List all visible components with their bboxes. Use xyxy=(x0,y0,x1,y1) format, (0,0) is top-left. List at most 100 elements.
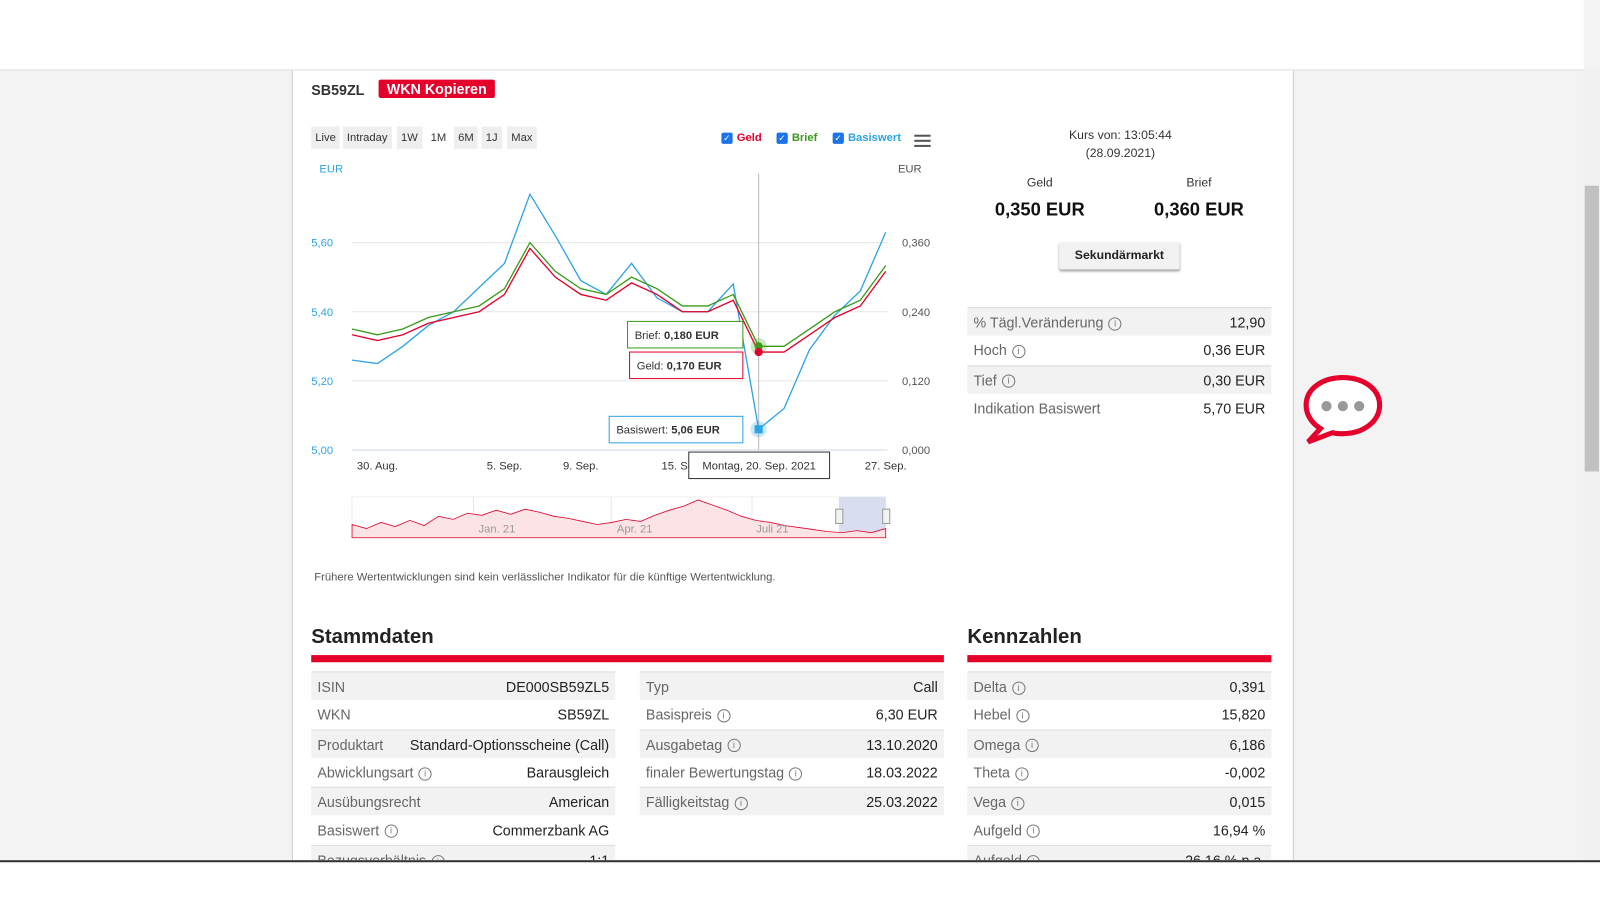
range-button[interactable]: 1J xyxy=(481,126,502,149)
info-icon[interactable]: i xyxy=(384,824,398,839)
table-row: Basiswert i Commerzbank AG xyxy=(311,816,615,845)
navigator-label: Apr. 21 xyxy=(617,524,653,536)
tooltip-label: Brief: xyxy=(635,330,661,342)
hover-marker xyxy=(754,342,763,351)
row-label: % Tägl.Veränderung i xyxy=(973,314,1122,331)
row-value: Call xyxy=(913,678,938,695)
tooltip-text: Basiswert: 5,06 EUR xyxy=(616,425,720,437)
ask-price: 0,360 EUR xyxy=(1154,198,1244,220)
tooltip-box xyxy=(608,415,744,444)
line-series xyxy=(351,241,887,347)
table-row: Produktart Standard-Optionsscheine (Call) xyxy=(311,729,616,758)
line-series xyxy=(351,192,887,431)
y2-tick-label: 0,120 xyxy=(902,376,930,388)
row-value: 5,70 EUR xyxy=(1203,399,1266,417)
row-label: finaler Bewertungstag i xyxy=(646,764,803,780)
row-label: Typ xyxy=(645,678,669,695)
menu-icon[interactable] xyxy=(914,134,931,147)
bid-label: Geld xyxy=(1026,175,1053,190)
info-icon[interactable]: i xyxy=(1001,374,1016,389)
row-label: Theta i xyxy=(973,764,1029,781)
copy-button[interactable]: WKN Kopieren xyxy=(378,79,495,98)
row-label: Hoch i xyxy=(973,342,1026,359)
info-icon[interactable]: i xyxy=(727,739,741,753)
legend-checkbox[interactable]: ✓ xyxy=(832,132,844,144)
table-row: Typ Call xyxy=(639,671,944,700)
navigator-label: Juli 21 xyxy=(756,524,788,536)
info-icon[interactable]: i xyxy=(1108,317,1122,331)
row-value: 13.10.2020 xyxy=(866,736,938,753)
row-label: ISIN xyxy=(317,678,346,695)
range-button[interactable]: 6M xyxy=(454,126,478,149)
tooltip-value: 0,170 EUR xyxy=(667,360,722,372)
y-tick-label: 5,40 xyxy=(311,307,333,319)
tooltip-text: Brief: 0,180 EUR xyxy=(635,330,719,342)
y2-tick-label: 0,240 xyxy=(902,307,930,319)
legend-label[interactable]: Basiswert xyxy=(847,131,901,144)
table-row: Ausübungsrecht American xyxy=(311,786,616,816)
range-button[interactable]: 1W xyxy=(396,126,422,149)
scrollbar-thumb[interactable] xyxy=(1584,185,1599,472)
line-series xyxy=(351,247,887,353)
row-value: DE000SB59ZL5 xyxy=(505,678,610,695)
chat-icon[interactable] xyxy=(1302,372,1384,449)
bid-price: 0,350 EUR xyxy=(994,198,1085,220)
info-icon[interactable]: i xyxy=(716,709,731,723)
info-icon[interactable]: i xyxy=(734,796,748,811)
y-tick-label: 5,00 xyxy=(311,445,333,457)
range-button[interactable]: Max xyxy=(507,126,537,149)
row-value: 0,30 EUR xyxy=(1203,372,1266,389)
table-row: ISIN DE000SB59ZL5 xyxy=(311,671,616,700)
row-value: 0,015 xyxy=(1229,794,1266,811)
section-title: Kennzahlen xyxy=(967,625,1082,648)
row-value: 16,94 % xyxy=(1212,821,1266,839)
y2-tick-label: 0,360 xyxy=(902,238,930,250)
range-button[interactable]: 1M xyxy=(426,126,451,149)
bottom-bar xyxy=(0,860,1600,900)
secondary-market-button[interactable]: Sekundärmarkt xyxy=(1059,241,1180,270)
legend-checkbox[interactable]: ✓ xyxy=(776,132,788,144)
row-value: Commerzbank AG xyxy=(492,821,610,839)
row-label: WKN xyxy=(317,706,351,723)
row-value: 15,820 xyxy=(1221,706,1266,723)
row-value: American xyxy=(548,794,610,811)
tooltip-box xyxy=(627,320,744,349)
ask-label: Brief xyxy=(1186,175,1212,190)
table-row: Vega i 0,015 xyxy=(967,786,1272,816)
y2-axis-unit: EUR xyxy=(898,163,922,175)
info-icon[interactable]: i xyxy=(789,767,803,781)
range-button[interactable]: Intraday xyxy=(342,126,392,149)
table-row: Tief i 0,30 EUR xyxy=(967,364,1272,394)
info-icon[interactable]: i xyxy=(1015,767,1029,781)
info-icon[interactable]: i xyxy=(1027,824,1041,839)
info-icon[interactable]: i xyxy=(1011,796,1025,811)
disclaimer: Frühere Wertentwicklungen sind kein verl… xyxy=(314,571,776,584)
info-icon[interactable]: i xyxy=(1025,739,1039,753)
table-row: Hoch i 0,36 EUR xyxy=(967,336,1271,365)
legend-checkbox[interactable]: ✓ xyxy=(721,132,733,144)
table-row: Omega i 6,186 xyxy=(967,729,1272,758)
table-row: Ausgabetag i 13.10.2020 xyxy=(639,729,944,758)
y-axis-unit: EUR xyxy=(319,163,343,175)
tooltip-value: 0,180 EUR xyxy=(664,330,719,342)
row-label: Abwicklungsart i xyxy=(317,764,432,781)
legend-label[interactable]: Geld xyxy=(736,131,762,144)
tooltip-text: Geld: 0,170 EUR xyxy=(637,360,722,372)
row-label: Ausgabetag i xyxy=(646,736,741,753)
range-button[interactable]: Live xyxy=(311,126,340,149)
legend-label[interactable]: Brief xyxy=(791,131,818,144)
info-icon[interactable]: i xyxy=(1011,344,1026,359)
row-label: Indikation Basiswert xyxy=(973,399,1101,417)
row-value: -0,002 xyxy=(1224,764,1266,781)
row-value: 12,90 xyxy=(1229,314,1266,331)
navigator-area xyxy=(351,499,887,539)
table-row: Theta i -0,002 xyxy=(967,758,1271,787)
tooltip-box xyxy=(629,351,744,380)
info-icon[interactable]: i xyxy=(1015,709,1030,723)
row-value: 0,391 xyxy=(1229,678,1266,695)
tooltip-date: Montag, 20. Sep. 2021 xyxy=(702,460,816,472)
info-icon[interactable]: i xyxy=(1011,681,1026,695)
section-title: Stammdaten xyxy=(311,625,434,648)
info-icon[interactable]: i xyxy=(418,767,432,781)
